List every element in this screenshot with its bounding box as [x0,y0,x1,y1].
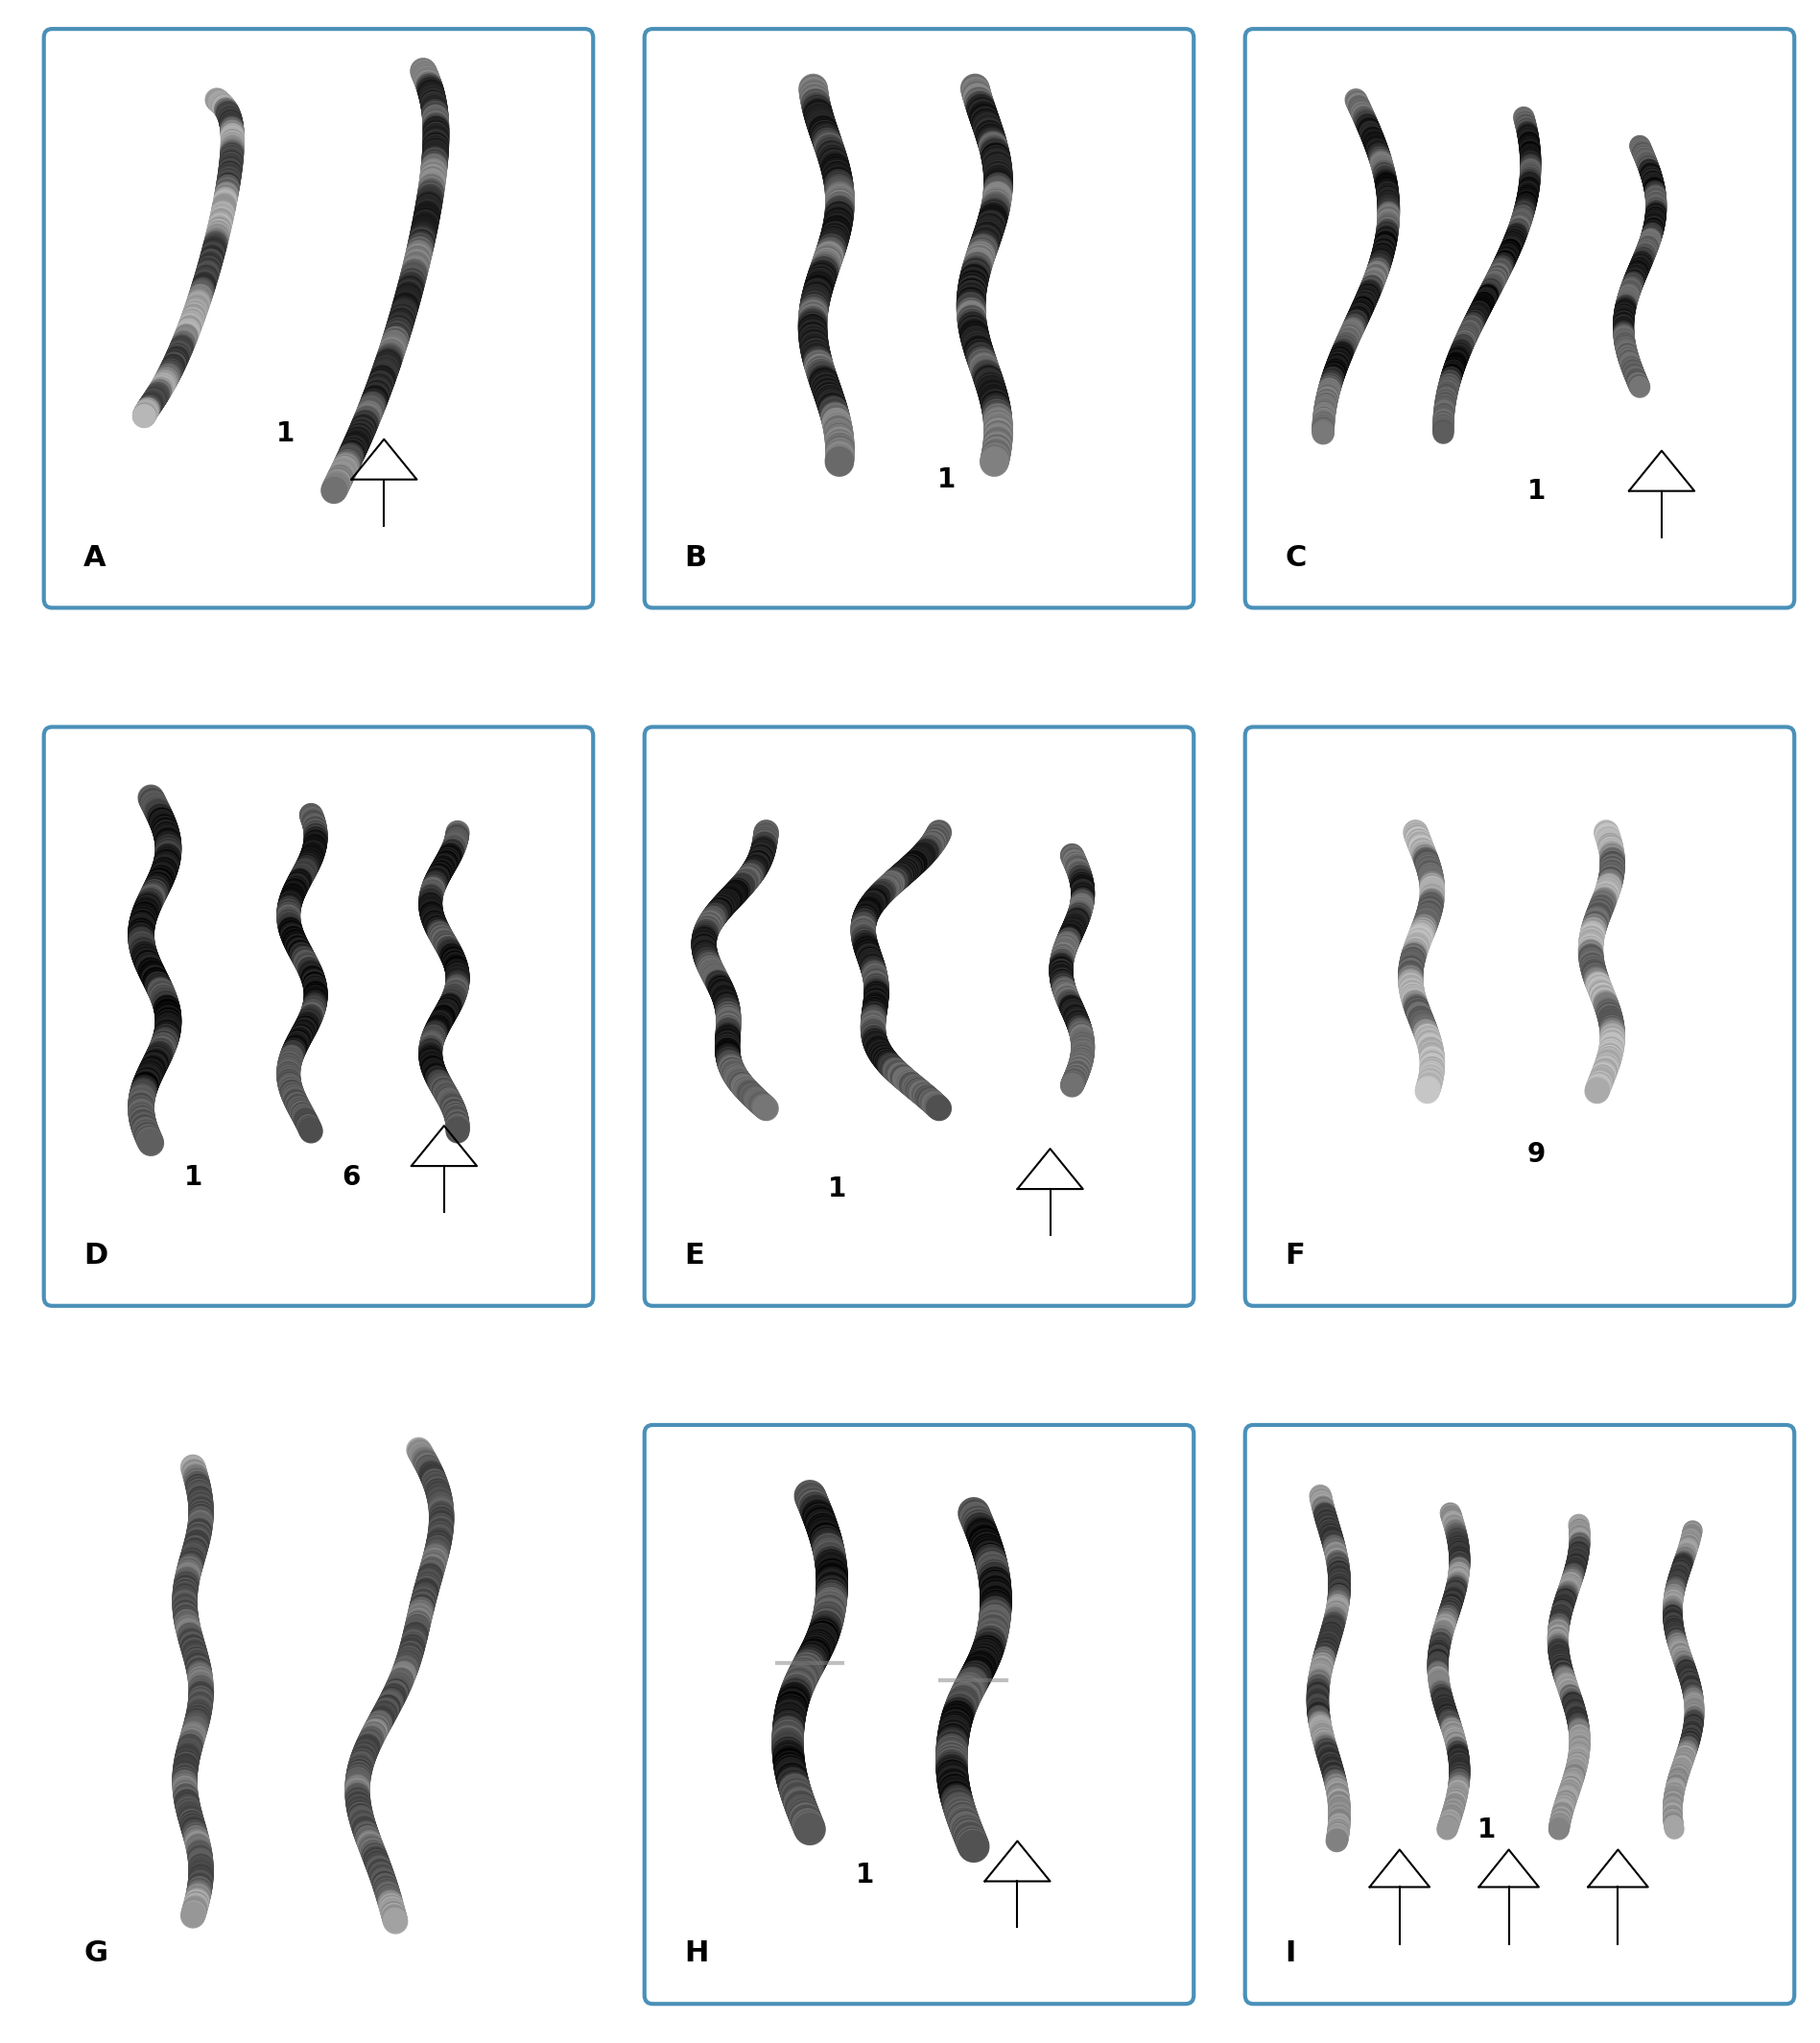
FancyBboxPatch shape [644,1424,1194,2004]
FancyBboxPatch shape [44,29,593,609]
FancyBboxPatch shape [644,727,1194,1305]
FancyBboxPatch shape [1245,29,1795,609]
Text: B: B [684,543,706,572]
Text: D: D [84,1242,107,1269]
FancyBboxPatch shape [644,29,1194,609]
Text: F: F [1285,1242,1305,1269]
Text: 1: 1 [1527,478,1545,505]
FancyBboxPatch shape [44,727,593,1305]
Text: 1: 1 [1478,1816,1496,1843]
Text: C: C [1285,543,1307,572]
Text: 1: 1 [937,466,956,492]
Text: 6: 6 [342,1165,360,1191]
Text: E: E [684,1242,704,1269]
FancyBboxPatch shape [1245,1424,1795,2004]
Text: 1: 1 [855,1861,874,1890]
Text: A: A [84,543,106,572]
Text: 1: 1 [828,1175,846,1203]
Text: H: H [684,1939,708,1967]
Text: I: I [1285,1939,1296,1967]
Text: G: G [84,1939,107,1967]
Text: 9: 9 [1527,1142,1545,1169]
FancyBboxPatch shape [1245,727,1795,1305]
Text: 1: 1 [184,1165,202,1191]
Text: 1: 1 [277,421,295,447]
